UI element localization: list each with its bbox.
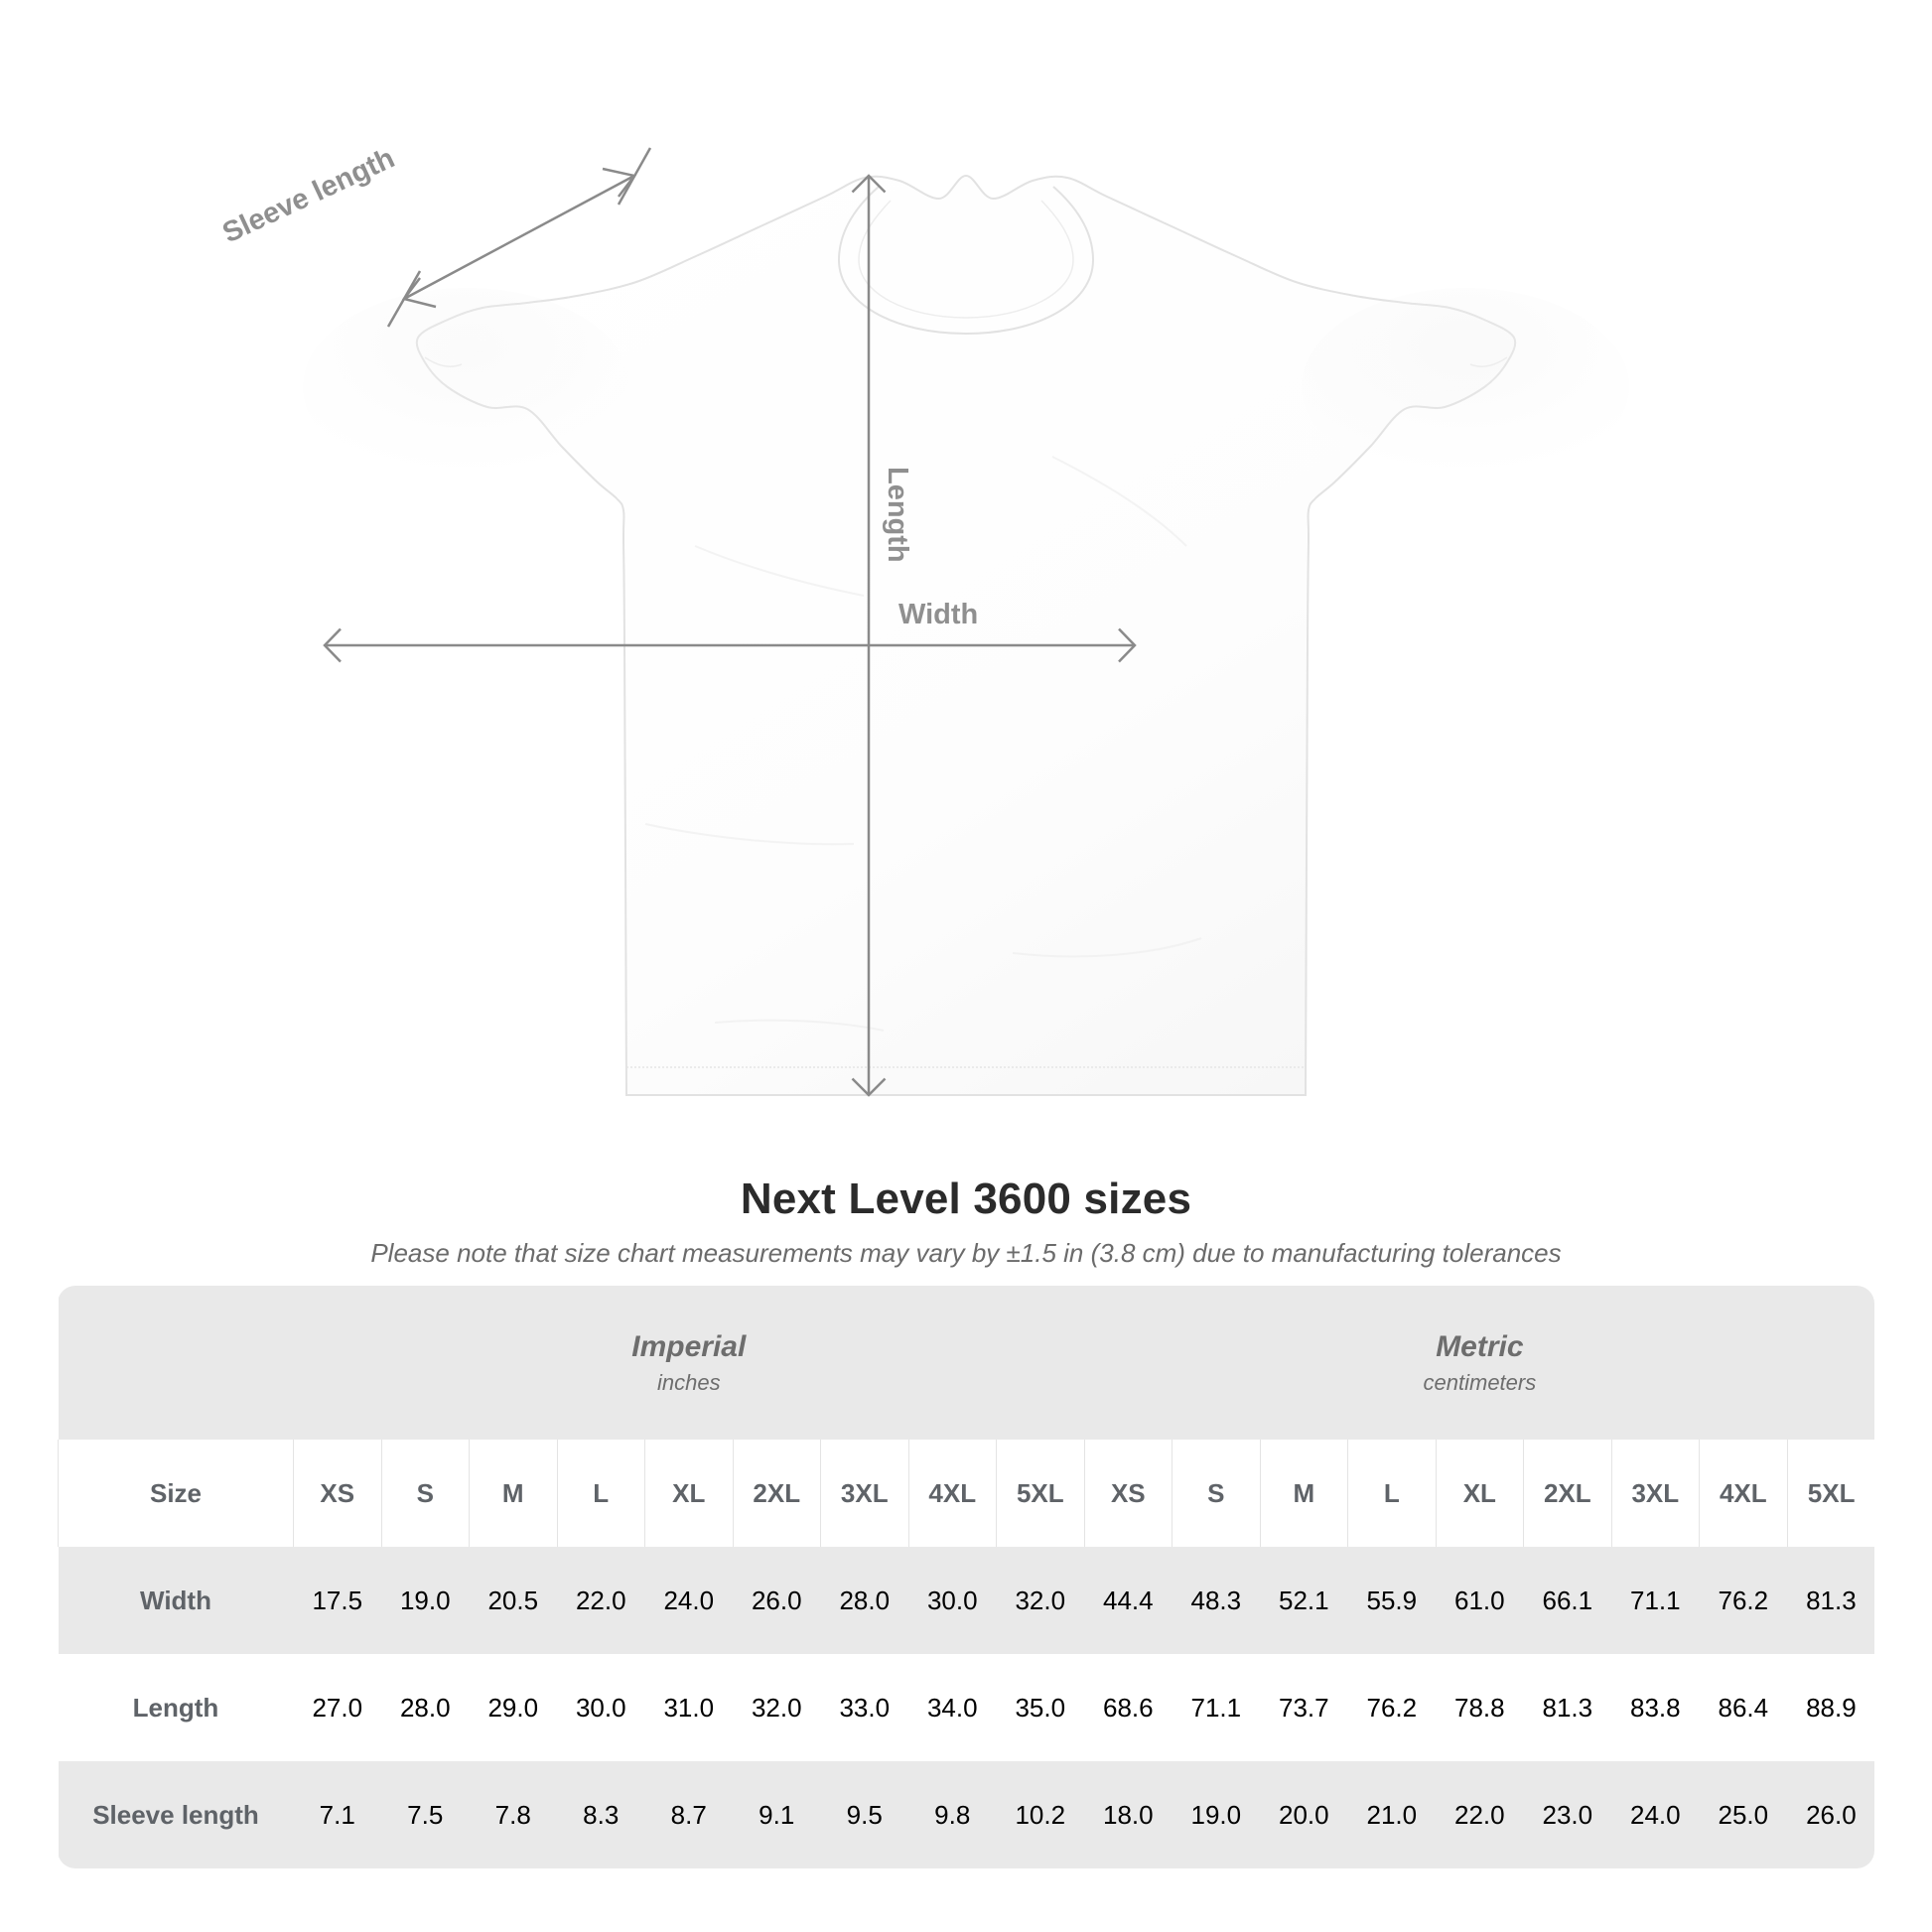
svg-text:Width: Width [898, 599, 978, 630]
svg-text:Sleeve length: Sleeve length [217, 142, 399, 249]
svg-text:Length: Length [882, 467, 913, 563]
